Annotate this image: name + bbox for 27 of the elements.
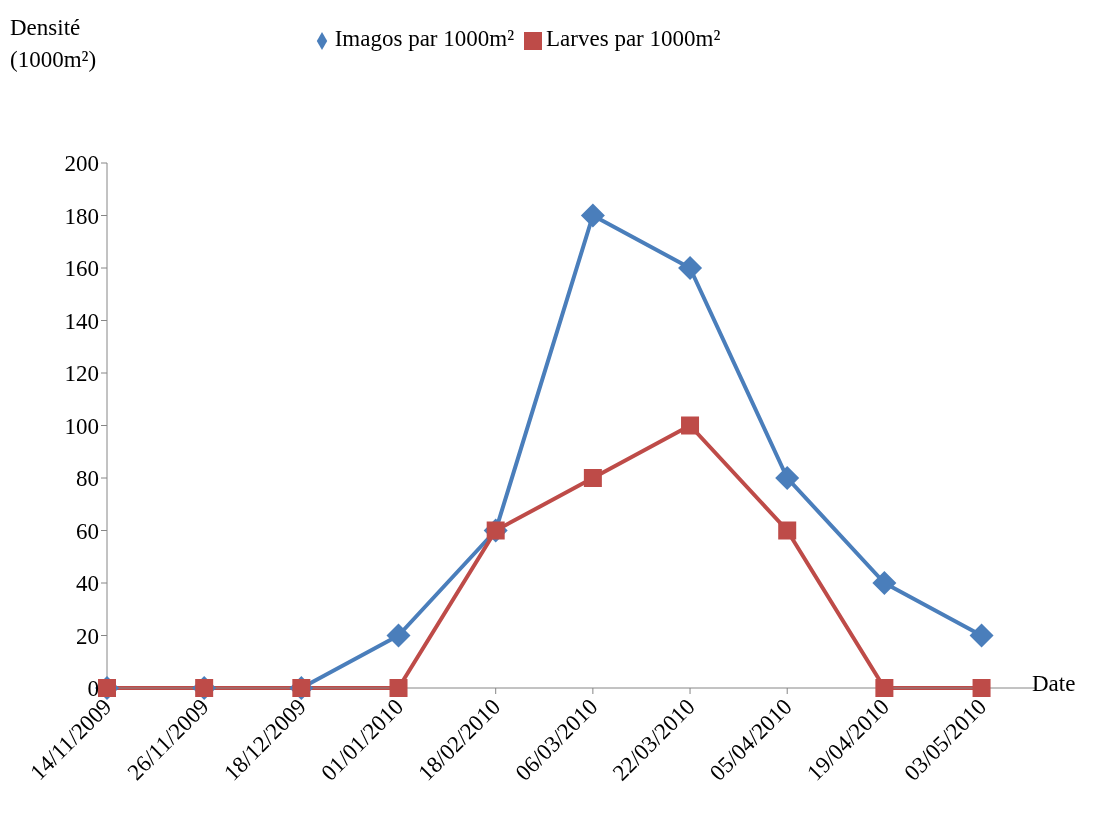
point (580, 203, 605, 228)
point (972, 679, 991, 697)
y-tick-label: 40 (76, 571, 99, 597)
legend-label: Imagos par 1000m² (334, 26, 515, 51)
y-tick-label: 20 (76, 623, 99, 649)
point (775, 466, 800, 490)
y-tick-label: 180 (64, 203, 99, 229)
point (969, 623, 994, 648)
point (389, 679, 408, 697)
x-axis-title: Date (1032, 671, 1076, 697)
legend-label: Larves par 1000m² (546, 26, 721, 51)
y-tick-label: 80 (76, 466, 99, 492)
point (872, 571, 897, 595)
y-tick-label: 100 (64, 413, 99, 439)
y-tick-label: 0 (87, 676, 99, 702)
point (678, 256, 703, 280)
y-tick-label: 200 (64, 151, 99, 177)
y-tick-label: 60 (76, 518, 99, 544)
y-axis-title: Densité (1000m²) (10, 14, 98, 74)
point (778, 521, 797, 540)
point (583, 469, 602, 487)
point (875, 679, 894, 697)
y-tick-label: 160 (64, 256, 99, 282)
point (681, 416, 700, 435)
y-tick-label: 120 (64, 361, 99, 387)
point (386, 623, 411, 648)
y-tick-label: 140 (64, 308, 99, 334)
